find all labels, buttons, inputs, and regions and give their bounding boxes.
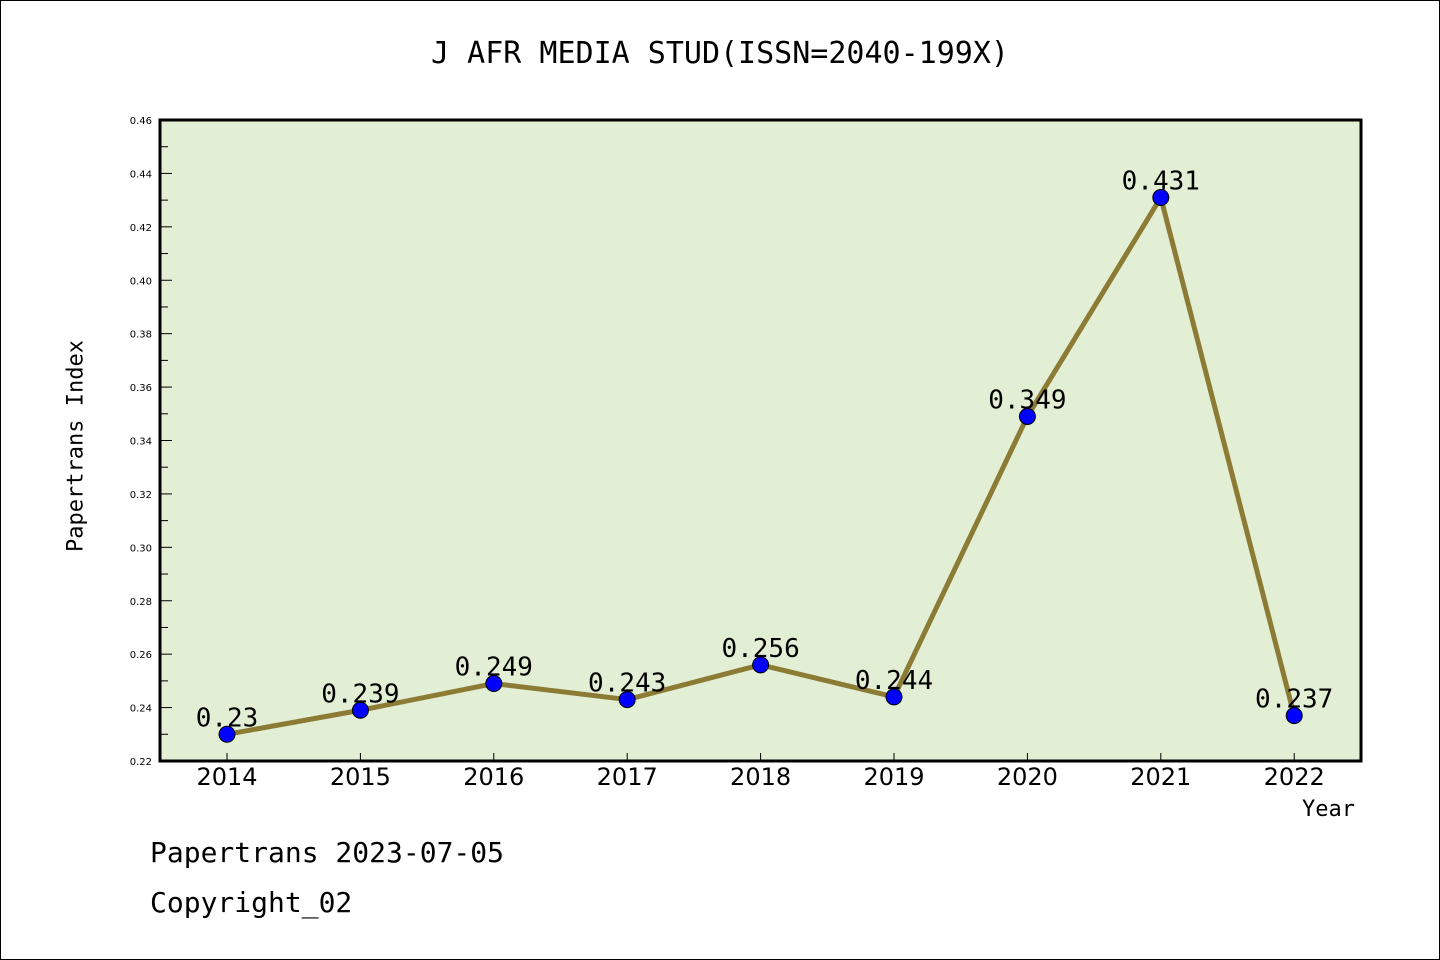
y-tick-label: 0.40 bbox=[130, 276, 152, 287]
x-tick-label: 2022 bbox=[1264, 763, 1325, 791]
data-label: 0.431 bbox=[1122, 166, 1200, 196]
data-label: 0.239 bbox=[321, 679, 399, 709]
x-tick-label: 2015 bbox=[330, 763, 391, 791]
data-label: 0.23 bbox=[196, 703, 259, 733]
y-tick-label: 0.46 bbox=[130, 116, 152, 127]
data-point bbox=[618, 691, 636, 709]
data-point bbox=[351, 701, 369, 719]
x-tick-label: 2021 bbox=[1130, 763, 1191, 791]
y-tick-label: 0.30 bbox=[130, 543, 152, 554]
y-tick-label: 0.26 bbox=[130, 650, 152, 661]
x-tick-label: 2020 bbox=[997, 763, 1058, 791]
data-label: 0.349 bbox=[988, 385, 1066, 415]
data-point bbox=[752, 656, 770, 674]
data-point bbox=[885, 688, 903, 706]
y-tick-label: 0.38 bbox=[130, 330, 152, 341]
x-tick-label: 2016 bbox=[463, 763, 524, 791]
chart-title: J AFR MEDIA STUD(ISSN=2040-199X) bbox=[431, 36, 1009, 71]
y-tick-label: 0.32 bbox=[130, 490, 152, 501]
y-tick-label: 0.44 bbox=[130, 169, 152, 180]
data-point bbox=[218, 725, 236, 743]
data-point bbox=[1152, 188, 1170, 206]
plot-border bbox=[158, 118, 1363, 763]
y-tick-label: 0.36 bbox=[130, 383, 152, 394]
data-point bbox=[1285, 707, 1303, 725]
x-tick-label: 2019 bbox=[863, 763, 924, 791]
y-tick-label: 0.24 bbox=[130, 704, 152, 715]
data-label: 0.243 bbox=[588, 669, 666, 699]
x-tick-label: 2018 bbox=[730, 763, 791, 791]
x-axis-label: Year bbox=[1302, 797, 1355, 822]
y-tick-label: 0.28 bbox=[130, 597, 152, 608]
x-tick-label: 2017 bbox=[597, 763, 658, 791]
footer-copyright: Copyright_02 bbox=[150, 886, 353, 919]
plot-area bbox=[160, 120, 1361, 761]
footer-date: Papertrans 2023-07-05 bbox=[150, 836, 505, 869]
y-tick-label: 0.22 bbox=[130, 757, 152, 768]
data-point bbox=[485, 675, 503, 693]
data-label: 0.249 bbox=[455, 653, 533, 683]
y-tick-label: 0.42 bbox=[130, 223, 152, 234]
data-label: 0.244 bbox=[855, 666, 933, 696]
y-tick-label: 0.34 bbox=[130, 437, 152, 448]
data-point bbox=[1018, 407, 1036, 425]
x-tick-label: 2014 bbox=[196, 763, 257, 791]
data-label: 0.237 bbox=[1255, 685, 1333, 715]
data-label: 0.256 bbox=[721, 634, 799, 664]
